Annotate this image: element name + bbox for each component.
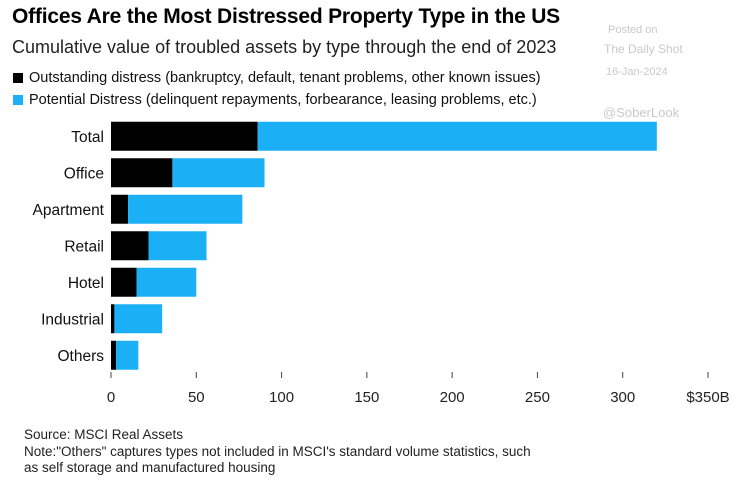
bar-outstanding [111,121,258,151]
x-tick-label: 200 [440,389,465,406]
bar-outstanding [111,158,173,188]
watermark-line3: 16-Jan-2024 [606,66,668,78]
source-note: Source: MSCI Real Assets [24,427,184,442]
bar-potential [136,267,197,297]
x-tick-label: 300 [610,389,635,406]
bar-outstanding [111,340,117,370]
x-tick-label: 150 [354,389,379,406]
footnote: Note:"Others" captures types not include… [24,444,531,475]
watermark-line4: @SoberLook [603,105,680,120]
x-tick-label: 50 [188,389,205,406]
bar-potential [128,194,243,224]
watermark-line2: The Daily Shot [604,42,683,56]
category-label: Office [64,165,104,182]
legend-item-outstanding: Outstanding distress (bankruptcy, defaul… [12,70,541,86]
bar-potential [257,121,657,151]
category-label: Apartment [32,202,104,219]
bar-outstanding [111,231,149,261]
bar-outstanding [111,194,129,224]
category-label: Retail [64,238,104,255]
x-tick-label: $350B [686,389,729,406]
category-label: Industrial [41,311,104,328]
x-tick-label: 250 [525,389,550,406]
bar-potential [114,304,163,334]
legend-swatch-outstanding [13,73,23,83]
category-label: Hotel [68,275,104,292]
category-label: Total [71,129,104,146]
bar-outstanding [111,267,137,297]
x-tick-label: 100 [269,389,294,406]
legend-label-outstanding: Outstanding distress (bankruptcy, defaul… [29,70,541,86]
legend-item-potential: Potential Distress (delinquent repayment… [12,92,537,108]
chart-subtitle: Cumulative value of troubled assets by t… [12,37,557,57]
x-tick-label: 0 [107,389,115,406]
bar-potential [148,231,207,261]
chart-title: Offices Are the Most Distressed Property… [12,5,560,28]
watermark-line1: Posted on [608,24,658,36]
bar-potential [172,158,265,188]
category-label: Others [57,348,104,365]
bar-potential [116,340,139,370]
legend-label-potential: Potential Distress (delinquent repayment… [29,92,537,108]
bar-outstanding [111,304,115,334]
legend-swatch-potential [13,95,23,105]
